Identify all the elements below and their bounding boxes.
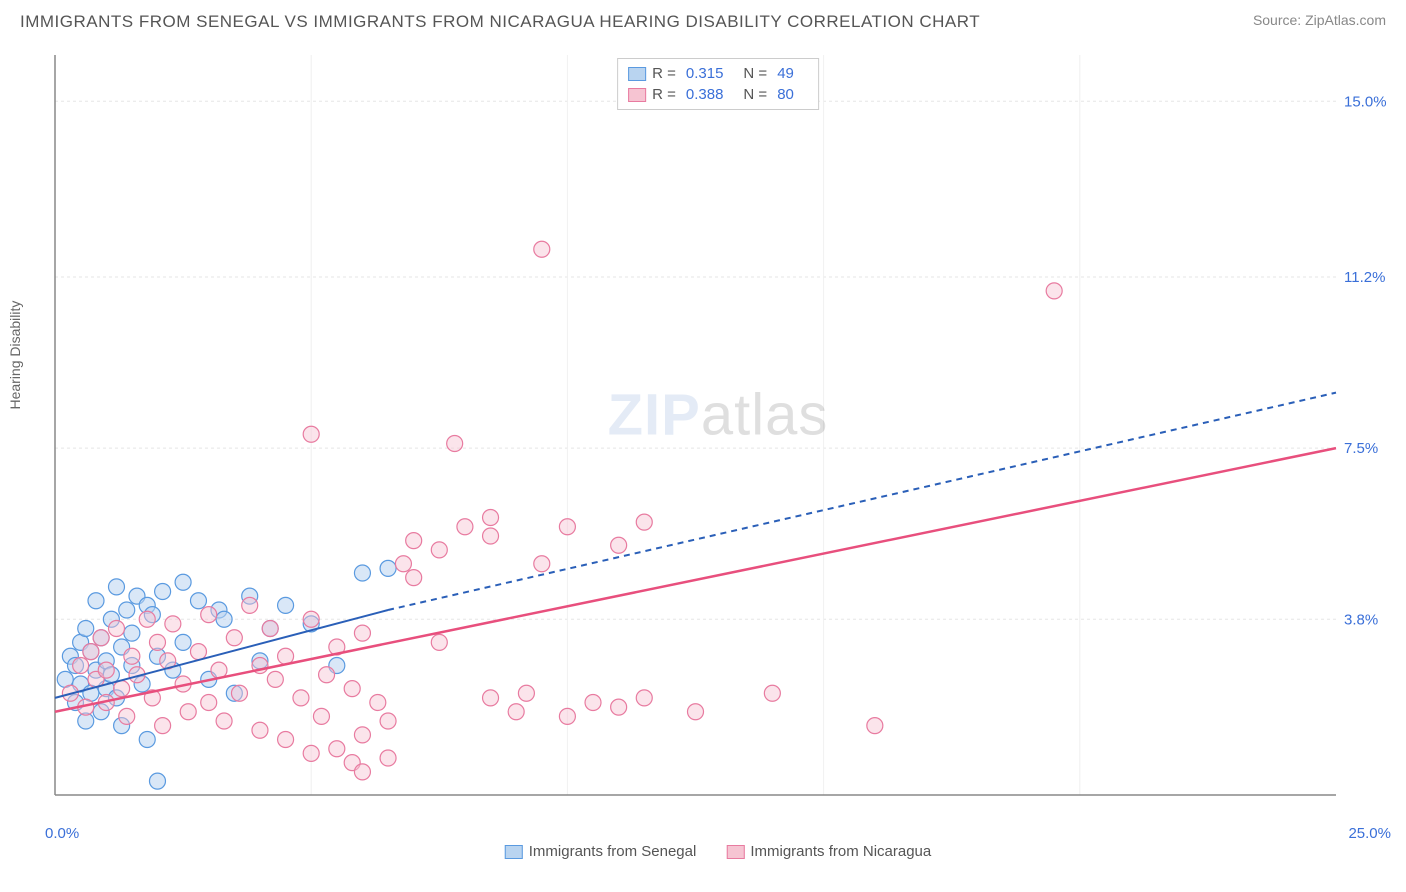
svg-text:11.2%: 11.2% [1344, 269, 1385, 286]
legend-n-label: N = [743, 65, 767, 82]
legend-n-value: 80 [777, 86, 794, 103]
svg-text:7.5%: 7.5% [1344, 440, 1378, 457]
x-axis-max-label: 25.0% [1348, 825, 1391, 842]
scatter-plot: 3.8% 7.5% 11.2% 15.0% [50, 50, 1386, 840]
legend-series-name: Immigrants from Senegal [529, 843, 697, 860]
legend-r-label: R = [652, 86, 676, 103]
legend-n-label: N = [743, 86, 767, 103]
chart-container: Hearing Disability 3.8%7.5%11.2%15.0% ZI… [50, 50, 1386, 862]
legend-swatch [628, 67, 646, 81]
series-legend: Immigrants from Senegal Immigrants from … [505, 843, 931, 860]
legend-r-value: 0.388 [686, 86, 724, 103]
legend-swatch [505, 845, 523, 859]
y-axis-label: Hearing Disability [7, 301, 23, 410]
legend-r-label: R = [652, 65, 676, 82]
stats-legend: R = 0.315 N = 49 R = 0.388 N = 80 [617, 58, 819, 110]
chart-title: IMMIGRANTS FROM SENEGAL VS IMMIGRANTS FR… [20, 12, 980, 32]
legend-series-name: Immigrants from Nicaragua [750, 843, 931, 860]
svg-text:15.0%: 15.0% [1344, 93, 1386, 110]
x-axis-min-label: 0.0% [45, 825, 79, 842]
legend-n-value: 49 [777, 65, 794, 82]
legend-r-value: 0.315 [686, 65, 724, 82]
svg-text:3.8%: 3.8% [1344, 611, 1378, 628]
legend-swatch [628, 88, 646, 102]
source-credit: Source: ZipAtlas.com [1253, 12, 1386, 28]
legend-swatch [726, 845, 744, 859]
